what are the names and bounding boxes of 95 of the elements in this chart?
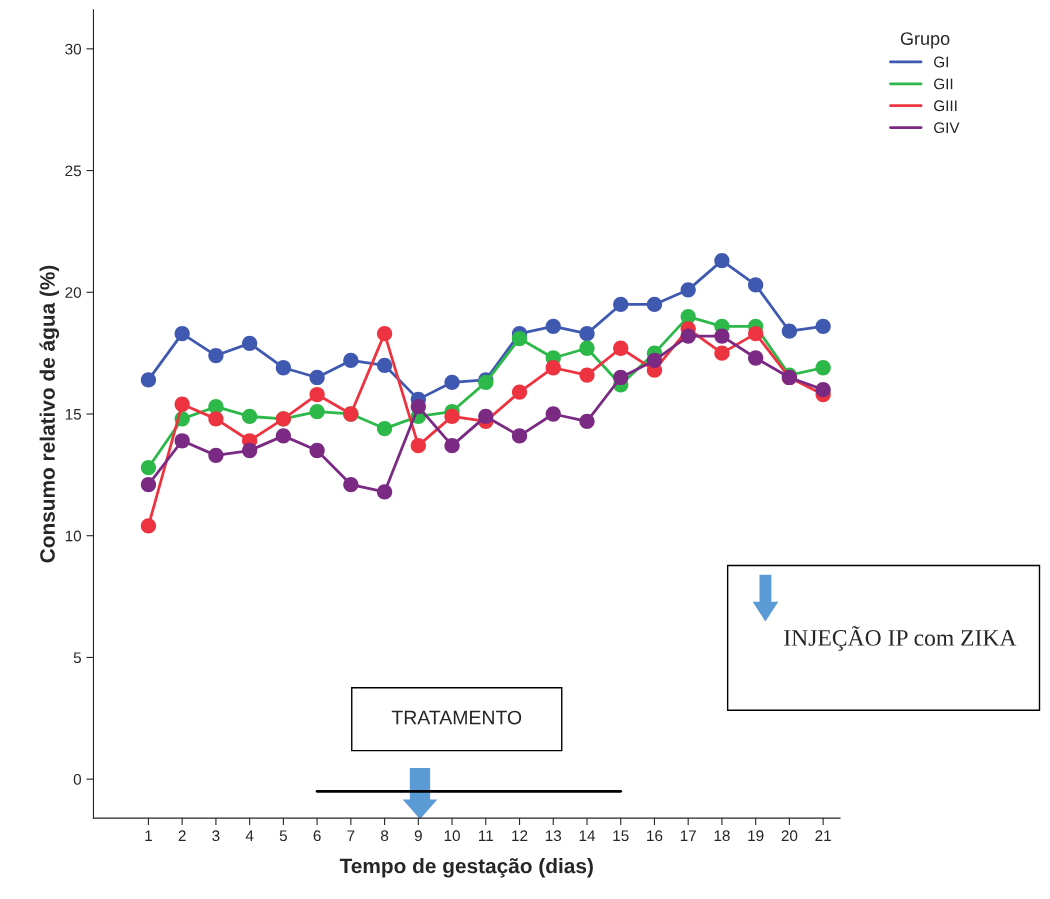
point bbox=[174, 433, 190, 449]
x-tick-label: 2 bbox=[178, 830, 186, 841]
legend-label: GIV bbox=[934, 122, 960, 134]
point bbox=[714, 252, 730, 269]
point bbox=[444, 438, 460, 454]
point bbox=[545, 406, 561, 422]
x-tick-label: 1 bbox=[145, 830, 152, 841]
legend-label: GII bbox=[934, 78, 953, 90]
point bbox=[140, 459, 157, 476]
point bbox=[545, 360, 561, 376]
x-tick-label: 6 bbox=[313, 830, 321, 842]
point bbox=[714, 345, 730, 361]
x-tick-label: 18 bbox=[714, 830, 730, 842]
point bbox=[140, 372, 157, 388]
point bbox=[815, 318, 831, 334]
x-axis-title: Tempo de gestação (dias) bbox=[339, 858, 593, 878]
x-tick-label: 14 bbox=[579, 830, 596, 841]
x-tick-label: 9 bbox=[414, 830, 422, 842]
point bbox=[646, 352, 663, 369]
point bbox=[343, 352, 359, 369]
point bbox=[242, 408, 258, 425]
point bbox=[275, 428, 292, 444]
point bbox=[309, 386, 325, 403]
point bbox=[174, 396, 190, 412]
y-tick-label: 10 bbox=[65, 530, 82, 542]
x-tick-label: 13 bbox=[545, 830, 562, 842]
point bbox=[208, 447, 224, 464]
y-tick-label: 15 bbox=[65, 409, 82, 420]
point bbox=[376, 420, 393, 437]
point bbox=[511, 428, 528, 444]
y-tick-label: 25 bbox=[65, 165, 82, 177]
point bbox=[208, 347, 224, 364]
point bbox=[174, 326, 190, 342]
point bbox=[815, 360, 831, 376]
legend-label: GI bbox=[934, 56, 948, 68]
y-tick-label: 5 bbox=[73, 652, 81, 664]
x-tick-label: 3 bbox=[212, 830, 220, 842]
y-axis-title: Consumo relativo de água (%) bbox=[39, 265, 60, 563]
point bbox=[309, 403, 325, 420]
point bbox=[376, 484, 393, 500]
point bbox=[242, 335, 258, 352]
y-tick-label: 20 bbox=[65, 287, 82, 298]
x-tick-label: 16 bbox=[647, 830, 663, 842]
x-tick-label: 11 bbox=[479, 830, 493, 841]
point bbox=[579, 340, 595, 356]
x-tick-label: 12 bbox=[512, 830, 528, 841]
legend-label: GIII bbox=[934, 100, 957, 112]
point bbox=[376, 326, 393, 342]
point bbox=[815, 382, 831, 398]
x-tick-label: 10 bbox=[444, 830, 460, 842]
point bbox=[242, 442, 258, 459]
point bbox=[376, 357, 393, 373]
x-tick-label: 7 bbox=[347, 830, 355, 841]
point bbox=[444, 408, 460, 425]
point bbox=[478, 408, 494, 425]
point bbox=[275, 360, 292, 376]
point bbox=[545, 318, 561, 334]
x-tick-label: 17 bbox=[680, 830, 696, 841]
point bbox=[511, 330, 528, 347]
point bbox=[748, 277, 764, 293]
legend-title: Grupo bbox=[900, 32, 950, 49]
point bbox=[579, 326, 595, 342]
annotation: TRATAMENTO bbox=[391, 710, 522, 725]
point bbox=[444, 374, 460, 390]
x-tick-label: 4 bbox=[245, 830, 254, 841]
point bbox=[748, 350, 764, 366]
point bbox=[748, 326, 764, 342]
point bbox=[680, 328, 696, 344]
x-tick-label: 8 bbox=[381, 830, 389, 842]
x-tick-label: 21 bbox=[815, 830, 831, 841]
x-tick-label: 19 bbox=[748, 830, 764, 842]
point bbox=[714, 328, 730, 344]
point bbox=[613, 296, 629, 313]
point bbox=[579, 367, 595, 383]
point bbox=[511, 384, 528, 400]
point bbox=[579, 413, 595, 429]
point bbox=[208, 411, 224, 427]
y-tick-label: 0 bbox=[73, 774, 82, 785]
x-tick-label: 5 bbox=[279, 830, 287, 842]
point bbox=[140, 476, 157, 493]
x-tick-label: 20 bbox=[781, 830, 798, 842]
point bbox=[343, 476, 359, 493]
point bbox=[646, 296, 663, 313]
point bbox=[410, 438, 426, 454]
point bbox=[680, 282, 696, 298]
point bbox=[309, 442, 325, 459]
y-tick-label: 30 bbox=[65, 43, 82, 55]
point bbox=[410, 399, 426, 415]
point bbox=[140, 518, 157, 534]
annotation: INJEÇÃO IP com ZIKA bbox=[784, 625, 1017, 651]
point bbox=[781, 323, 798, 339]
point bbox=[309, 369, 325, 386]
point bbox=[613, 369, 629, 386]
point bbox=[613, 340, 629, 356]
x-tick-label: 15 bbox=[613, 830, 629, 842]
